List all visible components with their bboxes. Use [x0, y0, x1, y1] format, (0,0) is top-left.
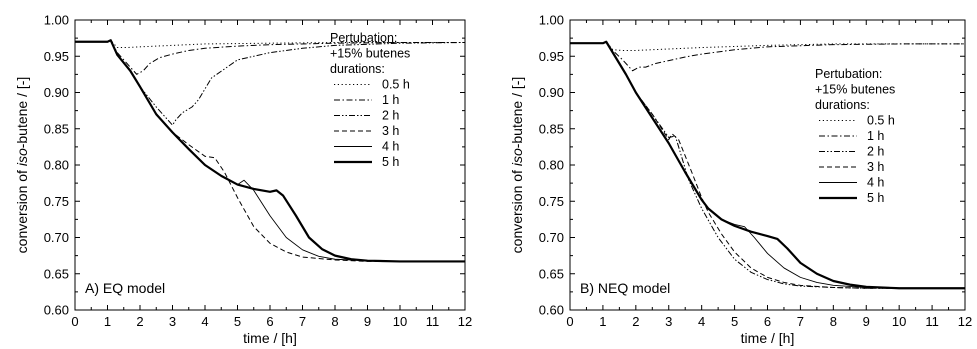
y-tick-label: 0.90 — [44, 85, 69, 100]
y-tick-label: 0.70 — [44, 230, 69, 245]
x-tick-label: 10 — [892, 314, 906, 329]
x-tick-label: 4 — [698, 314, 705, 329]
x-tick-label: 3 — [169, 314, 176, 329]
y-tick-label: 0.65 — [44, 266, 69, 281]
legend-label: 5 h — [867, 191, 884, 205]
x-tick-label: 11 — [426, 314, 440, 329]
legend-header-line: durations: — [815, 98, 870, 112]
y-tick-label: 1.00 — [539, 13, 564, 28]
y-axis-title: conversion of iso-butene / [-] — [509, 77, 525, 254]
y-tick-label: 0.80 — [44, 158, 69, 173]
y-axis-title-part: conversion of — [14, 166, 30, 253]
legend-label: 1 h — [382, 93, 399, 107]
y-tick-label: 0.85 — [539, 121, 564, 136]
x-tick-label: 12 — [958, 314, 972, 329]
y-tick-label: 0.80 — [539, 158, 564, 173]
legend-label: 2 h — [867, 145, 884, 159]
y-tick-label: 0.70 — [539, 230, 564, 245]
x-tick-label: 11 — [925, 314, 939, 329]
y-axis-title: conversion of iso-butene / [-] — [14, 77, 30, 254]
x-tick-label: 5 — [731, 314, 738, 329]
y-axis-title-part: -butene / [-] — [14, 77, 30, 149]
chart-panel-1: 0 1 2 3 4 5 6 7 8 9 10 11 120.600.650.700.750.800.85… — [14, 13, 472, 347]
x-tick-label: 2 — [632, 314, 639, 329]
legend-label: 5 h — [382, 155, 399, 169]
legend-label: 4 h — [867, 176, 884, 190]
x-tick-label: 6 — [266, 314, 273, 329]
x-tick-label: 0 — [566, 314, 573, 329]
chart-panel-2: 0 1 2 3 4 5 6 7 8 9 10 11 120.600.650.700.750.800.85… — [509, 13, 972, 347]
legend-header-line: +15% butenes — [815, 83, 895, 97]
x-tick-label: 4 — [201, 314, 208, 329]
x-tick-label: 6 — [764, 314, 771, 329]
panel-label: B) NEQ model — [580, 280, 670, 296]
x-tick-label: 1 — [599, 314, 606, 329]
series-line-0_5h — [570, 41, 965, 51]
series-line-3h — [75, 39, 465, 262]
x-tick-label: 12 — [458, 314, 472, 329]
legend-label: 4 h — [382, 140, 399, 154]
x-tick-label: 7 — [797, 314, 804, 329]
x-axis-title: time / [h] — [243, 330, 297, 346]
y-tick-label: 0.65 — [539, 266, 564, 281]
x-axis-title: time / [h] — [741, 330, 795, 346]
series-line-4h — [75, 39, 465, 262]
series-line-5h — [570, 40, 965, 290]
x-tick-label: 3 — [665, 314, 672, 329]
legend-label: 2 h — [382, 109, 399, 123]
y-tick-label: 0.75 — [44, 194, 69, 209]
x-tick-label: 2 — [136, 314, 143, 329]
x-tick-label: 5 — [234, 314, 241, 329]
legend-label: 0.5 h — [382, 78, 410, 92]
series-line-1h — [570, 41, 965, 72]
series-line-5h — [75, 39, 465, 263]
legend-label: 3 h — [382, 124, 399, 138]
x-tick-label: 0 — [71, 314, 78, 329]
legend-label: 0.5 h — [867, 114, 895, 128]
legend-label: 3 h — [867, 160, 884, 174]
y-tick-label: 0.90 — [539, 85, 564, 100]
plot-frame — [74, 19, 466, 311]
y-tick-label: 0.75 — [539, 194, 564, 209]
x-tick-label: 8 — [830, 314, 837, 329]
panel-label: A) EQ model — [85, 280, 165, 296]
legend-header-line: +15% butenes — [330, 47, 410, 61]
y-axis-title-part: iso — [509, 148, 525, 166]
x-tick-label: 10 — [393, 314, 407, 329]
x-tick-label: 7 — [299, 314, 306, 329]
x-tick-label: 9 — [863, 314, 870, 329]
y-tick-label: 0.60 — [539, 303, 564, 318]
legend-label: 1 h — [867, 129, 884, 143]
x-tick-label: 1 — [104, 314, 111, 329]
legend-header-line: durations: — [330, 62, 385, 76]
y-tick-label: 0.95 — [539, 49, 564, 64]
series-line-2h — [75, 39, 466, 126]
y-axis-title-part: conversion of — [509, 166, 525, 253]
y-tick-label: 0.85 — [44, 121, 69, 136]
y-tick-label: 1.00 — [44, 13, 69, 28]
y-axis-title-part: -butene / [-] — [509, 77, 525, 149]
series-line-1h — [75, 39, 465, 75]
x-tick-label: 9 — [364, 314, 371, 329]
y-tick-label: 0.60 — [44, 303, 69, 318]
y-tick-label: 0.95 — [44, 49, 69, 64]
plot-frame — [569, 19, 966, 311]
y-axis-title-part: iso — [14, 148, 30, 166]
legend-header-line: Pertubation: — [330, 31, 397, 45]
x-tick-label: 8 — [331, 314, 338, 329]
legend-header-line: Pertubation: — [815, 67, 882, 81]
